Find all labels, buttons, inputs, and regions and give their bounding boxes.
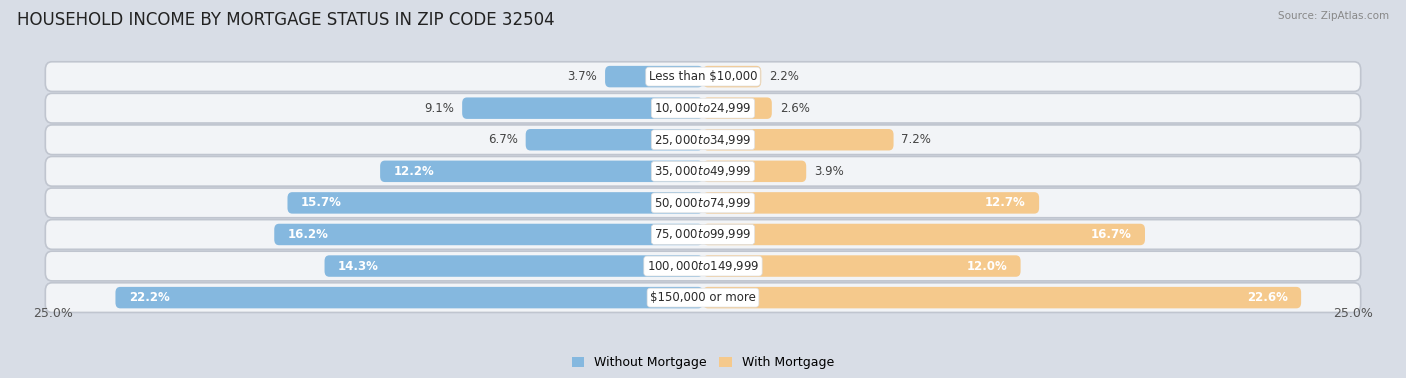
FancyBboxPatch shape xyxy=(703,255,1021,277)
FancyBboxPatch shape xyxy=(45,93,1361,123)
FancyBboxPatch shape xyxy=(380,161,703,182)
Text: 22.6%: 22.6% xyxy=(1247,291,1288,304)
FancyBboxPatch shape xyxy=(703,98,772,119)
Text: $10,000 to $24,999: $10,000 to $24,999 xyxy=(654,101,752,115)
FancyBboxPatch shape xyxy=(703,161,806,182)
FancyBboxPatch shape xyxy=(45,220,1361,249)
Text: 2.6%: 2.6% xyxy=(780,102,810,115)
Text: 14.3%: 14.3% xyxy=(337,260,378,273)
Text: 7.2%: 7.2% xyxy=(901,133,931,146)
Text: 25.0%: 25.0% xyxy=(34,307,73,320)
Text: HOUSEHOLD INCOME BY MORTGAGE STATUS IN ZIP CODE 32504: HOUSEHOLD INCOME BY MORTGAGE STATUS IN Z… xyxy=(17,11,554,29)
FancyBboxPatch shape xyxy=(703,287,1301,308)
Text: 16.7%: 16.7% xyxy=(1091,228,1132,241)
FancyBboxPatch shape xyxy=(45,251,1361,281)
Text: $150,000 or more: $150,000 or more xyxy=(650,291,756,304)
Text: 12.2%: 12.2% xyxy=(394,165,434,178)
FancyBboxPatch shape xyxy=(526,129,703,150)
Text: 9.1%: 9.1% xyxy=(425,102,454,115)
FancyBboxPatch shape xyxy=(703,224,1144,245)
Text: Source: ZipAtlas.com: Source: ZipAtlas.com xyxy=(1278,11,1389,21)
Text: $100,000 to $149,999: $100,000 to $149,999 xyxy=(647,259,759,273)
Text: $35,000 to $49,999: $35,000 to $49,999 xyxy=(654,164,752,178)
FancyBboxPatch shape xyxy=(703,129,894,150)
FancyBboxPatch shape xyxy=(605,66,703,87)
FancyBboxPatch shape xyxy=(45,283,1361,313)
Text: 12.7%: 12.7% xyxy=(986,197,1026,209)
Text: 22.2%: 22.2% xyxy=(129,291,170,304)
Text: 16.2%: 16.2% xyxy=(287,228,329,241)
FancyBboxPatch shape xyxy=(287,192,703,214)
FancyBboxPatch shape xyxy=(115,287,703,308)
Text: $50,000 to $74,999: $50,000 to $74,999 xyxy=(654,196,752,210)
FancyBboxPatch shape xyxy=(463,98,703,119)
FancyBboxPatch shape xyxy=(703,66,761,87)
FancyBboxPatch shape xyxy=(45,156,1361,186)
Text: 3.9%: 3.9% xyxy=(814,165,844,178)
Legend: Without Mortgage, With Mortgage: Without Mortgage, With Mortgage xyxy=(567,351,839,374)
FancyBboxPatch shape xyxy=(45,188,1361,218)
Text: Less than $10,000: Less than $10,000 xyxy=(648,70,758,83)
FancyBboxPatch shape xyxy=(274,224,703,245)
FancyBboxPatch shape xyxy=(45,125,1361,155)
Text: $75,000 to $99,999: $75,000 to $99,999 xyxy=(654,228,752,242)
FancyBboxPatch shape xyxy=(703,192,1039,214)
Text: 12.0%: 12.0% xyxy=(966,260,1007,273)
Text: 25.0%: 25.0% xyxy=(1333,307,1372,320)
FancyBboxPatch shape xyxy=(325,255,703,277)
Text: 2.2%: 2.2% xyxy=(769,70,799,83)
Text: 6.7%: 6.7% xyxy=(488,133,517,146)
Text: 3.7%: 3.7% xyxy=(568,70,598,83)
FancyBboxPatch shape xyxy=(45,62,1361,91)
Text: 15.7%: 15.7% xyxy=(301,197,342,209)
Text: $25,000 to $34,999: $25,000 to $34,999 xyxy=(654,133,752,147)
